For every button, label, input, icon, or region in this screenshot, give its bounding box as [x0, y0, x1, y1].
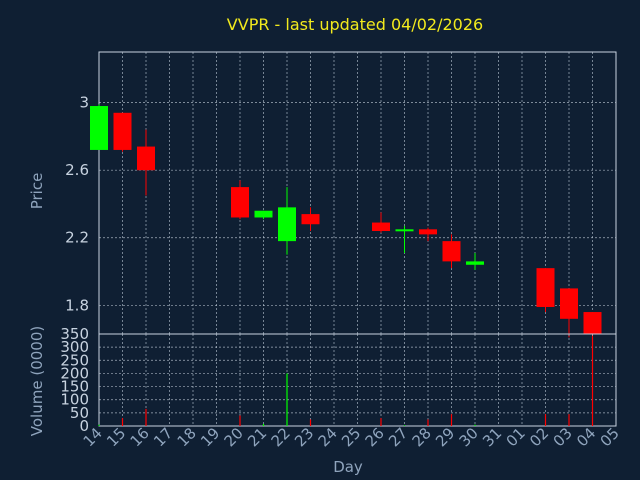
price-axis-label: Price — [28, 173, 46, 210]
price-panel: 1.8 2.2 2.6 3 — [65, 51, 617, 351]
volume-tick-label: 300 — [60, 338, 89, 356]
x-tick-label: 22 — [268, 424, 294, 450]
x-tick-label: 16 — [127, 424, 153, 450]
candle-body — [442, 241, 461, 262]
candle-body — [395, 229, 414, 232]
x-tick-label: 05 — [597, 424, 623, 450]
candle — [466, 252, 484, 270]
candle — [137, 129, 155, 196]
candle — [301, 207, 320, 231]
x-tick-label: 29 — [432, 424, 458, 450]
candle — [231, 180, 249, 220]
x-tick-label: 17 — [150, 424, 176, 450]
x-tick-label: 04 — [573, 424, 599, 450]
candle — [560, 288, 578, 338]
candle-body — [301, 214, 320, 225]
candle — [536, 268, 555, 313]
candle — [419, 227, 437, 242]
x-tick-label: 28 — [409, 424, 435, 450]
candle-body — [536, 268, 555, 307]
x-tick-label: 23 — [291, 424, 317, 450]
x-tick-label: 25 — [338, 424, 364, 450]
x-tick-label: 18 — [174, 424, 200, 450]
x-tick-label: 30 — [456, 424, 482, 450]
price-tick-label: 2.6 — [65, 161, 89, 179]
candle-body — [466, 261, 484, 265]
candle — [372, 212, 390, 233]
volume-tick-label: 100 — [60, 391, 89, 409]
x-axis-label: Day — [333, 458, 363, 476]
candle — [395, 225, 414, 253]
volume-tick-label: 50 — [70, 404, 89, 422]
volume-tick-label: 350 — [60, 325, 89, 343]
volume-panel-frame — [98, 333, 617, 427]
volume-tick-label: 150 — [60, 378, 89, 396]
x-axis: 1415161718192021222324252627282930310102… — [80, 424, 623, 450]
candle-body — [419, 229, 437, 235]
candle — [442, 234, 461, 269]
candle-body — [254, 210, 273, 218]
candle — [113, 112, 132, 152]
candle — [90, 104, 108, 150]
x-tick-label: 26 — [362, 424, 388, 450]
price-tick-label: 3 — [79, 94, 89, 112]
candle-body — [90, 106, 108, 150]
candle-body — [278, 207, 296, 242]
x-tick-label: 20 — [221, 424, 247, 450]
volume-axis-label: Volume (0000) — [28, 326, 46, 436]
candle-body — [583, 312, 602, 334]
price-tick-label: 1.8 — [65, 296, 89, 314]
candle-body — [560, 288, 578, 319]
x-tick-label: 01 — [503, 424, 529, 450]
x-tick-label: 19 — [197, 424, 223, 450]
x-tick-label: 27 — [385, 424, 411, 450]
candle-body — [231, 187, 249, 218]
x-tick-label: 02 — [526, 424, 552, 450]
x-tick-label: 24 — [315, 424, 341, 450]
x-tick-label: 03 — [550, 424, 576, 450]
volume-tick-label: 0 — [79, 417, 89, 435]
candle — [254, 210, 273, 220]
price-tick-label: 2.2 — [65, 229, 89, 247]
volume-tick-label: 200 — [60, 364, 89, 382]
candle-body — [113, 112, 132, 150]
x-tick-label: 31 — [479, 424, 505, 450]
candle — [278, 187, 296, 255]
chart-title: VVPR - last updated 04/02/2026 — [227, 15, 483, 34]
candle-body — [372, 222, 390, 231]
x-tick-label: 15 — [103, 424, 129, 450]
candle-body — [137, 146, 155, 171]
volume-tick-label: 250 — [60, 351, 89, 369]
x-tick-label: 21 — [244, 424, 270, 450]
